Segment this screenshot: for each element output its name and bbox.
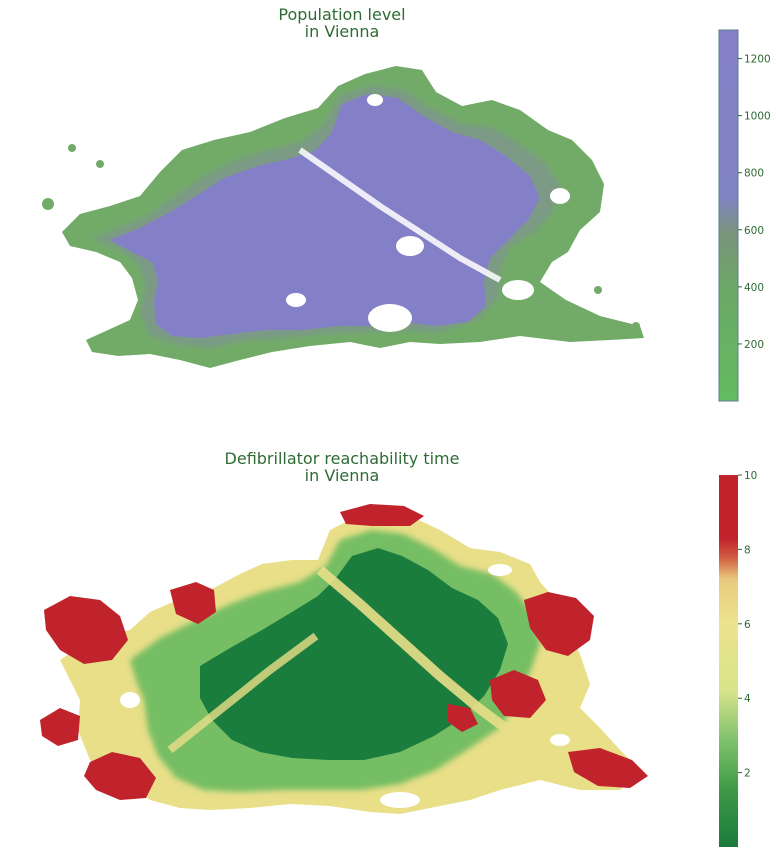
population-hole — [550, 188, 570, 204]
population-title-line2: in Vienna — [305, 22, 380, 41]
population-hole — [367, 94, 383, 106]
population-hole — [286, 293, 306, 307]
population-cluster — [42, 198, 54, 210]
population-colorbar-ticks: 200 400 600 800 1000 1200 — [738, 54, 771, 351]
defibrillator-map — [40, 504, 648, 814]
population-river — [298, 147, 502, 283]
population-colorbar-tick-label: 1200 — [744, 54, 771, 66]
population-colorbar-tick-label: 800 — [744, 168, 764, 180]
population-cluster — [96, 160, 104, 168]
defibrillator-very-slow-area — [170, 582, 216, 624]
population-colorbar-tick-label: 200 — [744, 339, 764, 351]
defibrillator-very-slow-area — [340, 504, 424, 526]
defibrillator-colorbar-tick-label: 2 — [744, 768, 751, 780]
population-colorbar-gradient — [718, 29, 739, 402]
population-colorbar-tick-label: 600 — [744, 225, 764, 237]
defibrillator-corridor — [316, 566, 511, 734]
defibrillator-hole — [120, 692, 140, 708]
population-cluster — [632, 322, 640, 330]
defibrillator-hole — [488, 564, 512, 576]
defibrillator-very-slow-area — [490, 670, 546, 718]
defibrillator-colorbar: 2 4 6 8 10 — [719, 470, 757, 847]
defibrillator-title-line2: in Vienna — [305, 466, 380, 485]
population-high-area — [110, 94, 540, 338]
defibrillator-very-slow-area — [84, 752, 156, 800]
defibrillator-very-slow-area — [568, 748, 648, 788]
defibrillator-very-slow-area — [44, 596, 128, 664]
defibrillator-hole — [550, 734, 570, 746]
population-hole — [368, 304, 412, 332]
population-cluster — [594, 286, 602, 294]
population-colorbar: 200 400 600 800 1000 1200 — [718, 29, 771, 402]
population-hole — [502, 280, 534, 300]
population-map — [42, 66, 644, 368]
defibrillator-colorbar-tick-label: 8 — [744, 544, 751, 556]
defibrillator-fast-area — [200, 548, 508, 760]
population-panel: Population level in Vienna — [42, 5, 771, 402]
population-colorbar-tick-label: 400 — [744, 282, 764, 294]
defibrillator-very-slow-area — [40, 708, 80, 746]
defibrillator-colorbar-tick-label: 4 — [744, 693, 751, 705]
defibrillator-title-line1: Defibrillator reachability time — [225, 449, 460, 468]
defibrillator-colorbar-gradient — [719, 475, 738, 847]
defibrillator-hole — [380, 792, 420, 808]
population-title-line1: Population level — [278, 5, 405, 24]
defibrillator-colorbar-tick-label: 6 — [744, 619, 751, 631]
defibrillator-very-slow-area — [524, 592, 594, 656]
defibrillator-corridor — [167, 632, 319, 754]
defibrillator-colorbar-tick-label: 10 — [744, 470, 757, 482]
population-cluster — [68, 144, 76, 152]
population-hole — [396, 236, 424, 256]
defibrillator-colorbar-ticks: 2 4 6 8 10 — [738, 470, 757, 780]
defibrillator-panel: Defibrillator reachability time in Vienn… — [40, 449, 757, 847]
defibrillator-very-slow-area — [448, 704, 478, 732]
population-colorbar-tick-label: 1000 — [744, 111, 771, 123]
